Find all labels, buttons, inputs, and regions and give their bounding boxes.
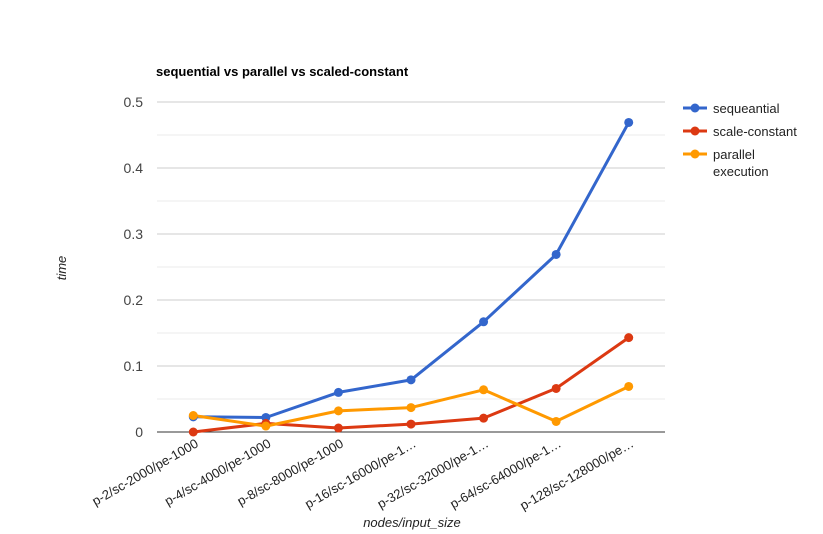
data-point xyxy=(551,383,561,393)
y-tick-label: 0.2 xyxy=(124,292,144,308)
legend-swatch-marker xyxy=(690,126,700,136)
data-point xyxy=(406,403,416,413)
legend: sequeantial scale-constant parallel executi… xyxy=(683,101,797,179)
data-point xyxy=(479,413,489,423)
data-point xyxy=(406,375,416,385)
y-tick-label: 0 xyxy=(135,424,143,440)
y-axis-title: time xyxy=(54,256,69,281)
y-axis-ticks: 0 0.1 0.2 0.3 0.4 0.5 xyxy=(124,94,144,440)
series-lines xyxy=(193,121,631,434)
data-point xyxy=(333,387,343,397)
legend-label: scale-constant xyxy=(713,124,797,139)
y-tick-label: 0.3 xyxy=(124,226,144,242)
data-point xyxy=(551,249,561,259)
data-point xyxy=(551,416,561,426)
y-tick-label: 0.1 xyxy=(124,358,144,374)
data-point xyxy=(624,381,634,391)
data-point xyxy=(479,317,489,327)
legend-label: parallel execution xyxy=(713,147,769,179)
series-line-0 xyxy=(193,121,631,419)
data-point xyxy=(333,423,343,433)
legend-swatch-marker xyxy=(690,149,700,159)
data-point xyxy=(188,427,198,437)
series-points xyxy=(188,117,634,437)
y-tick-label: 0.4 xyxy=(124,160,144,176)
x-axis-title: nodes/input_size xyxy=(363,515,461,530)
legend-label: sequeantial xyxy=(713,101,780,116)
data-point xyxy=(261,421,271,431)
data-point xyxy=(479,385,489,395)
data-point xyxy=(333,406,343,416)
data-point xyxy=(406,419,416,429)
chart-title: sequential vs parallel vs scaled-constan… xyxy=(156,64,409,79)
data-point xyxy=(624,333,634,343)
x-axis-ticks: p-2/sc-2000/pe-1000p-4/sc-4000/pe-1000p-… xyxy=(89,436,636,513)
legend-swatch-marker xyxy=(690,103,700,113)
data-point xyxy=(188,411,198,420)
y-tick-label: 0.5 xyxy=(124,94,144,110)
data-point xyxy=(624,117,634,127)
gridlines xyxy=(157,101,665,433)
